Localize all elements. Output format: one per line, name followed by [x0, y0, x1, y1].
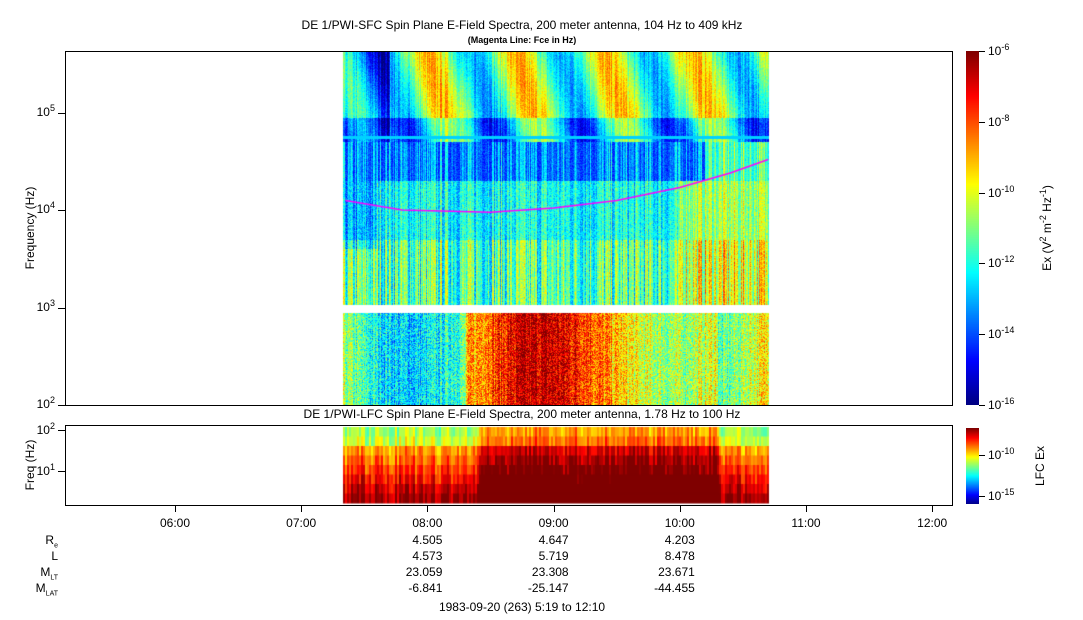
ephemeris-re-value: 4.505	[412, 533, 443, 547]
x-tick-label: 11:00	[791, 516, 821, 530]
colorbar-tick	[979, 51, 985, 52]
lfc-y-tick-label: 102	[36, 421, 55, 437]
mlat-sub: LAT	[45, 590, 58, 598]
sfc-plot-frame	[65, 51, 953, 406]
colorbar-tick-label: 10-12	[988, 254, 1015, 271]
colorbar-tick	[979, 405, 985, 406]
x-tick	[427, 506, 429, 512]
colorbar-tick	[979, 121, 985, 123]
y-tick	[58, 112, 65, 114]
y-tick	[58, 430, 65, 431]
colorbar-tick-label: 10-8	[988, 112, 1010, 129]
mlt-sub: LT	[50, 574, 58, 582]
x-tick	[553, 506, 555, 512]
y-tick	[58, 471, 65, 472]
lfc-ylabel: Freq (Hz)	[23, 439, 37, 491]
mlt-label: M	[40, 565, 51, 579]
sfc-y-tick-label: 105	[36, 102, 55, 119]
sfc-y-tick-label: 104	[36, 200, 55, 216]
ephemeris-l-value: 5.719	[538, 549, 569, 563]
sfc-title: DE 1/PWI-SFC Spin Plane E-Field Spectra,…	[301, 18, 743, 32]
ephemeris-l-value: 8.478	[664, 549, 695, 563]
sfc-subtitle: (Magenta Line: Fce in Hz)	[467, 35, 577, 45]
lfc-colorbar	[966, 428, 979, 504]
lfc-colorbar-tick-label: 10-10	[988, 446, 1015, 462]
re-sub: e	[54, 542, 58, 550]
ephemeris-re-value: 4.203	[664, 533, 695, 547]
y-tick	[58, 405, 65, 406]
lfc-title: DE 1/PWI-LFC Spin Plane E-Field Spectra,…	[303, 407, 741, 421]
ephemeris-mlat-value: -44.455	[654, 581, 695, 595]
colorbar-tick	[979, 455, 985, 456]
ephemeris-re-value: 4.647	[538, 533, 569, 547]
colorbar-tick-label: 10-16	[988, 396, 1015, 412]
colorbar-tick	[979, 334, 985, 336]
ephem-label-mlt: MLT	[40, 565, 58, 581]
sfc-y-tick-label: 103	[36, 297, 55, 314]
ephemeris-mlat-value: -6.841	[408, 581, 443, 595]
sfc-colorbar	[966, 51, 979, 405]
ephem-label-mlat: MLAT	[36, 581, 58, 597]
sfc-colorbar-label: Ex (V2 m-2 Hz-1)	[1038, 185, 1054, 271]
sfc-y-tick-label: 102	[36, 395, 55, 411]
x-tick	[679, 506, 681, 512]
x-tick	[806, 506, 807, 512]
x-tick-label: 10:00	[664, 516, 695, 530]
x-tick	[175, 506, 176, 512]
ephemeris-l-value: 4.573	[412, 549, 443, 563]
y-tick	[58, 307, 65, 309]
mlat-label: M	[35, 581, 46, 595]
ephemeris-mlat-value: -25.147	[527, 581, 569, 595]
sfc-ylabel: Frequency (Hz)	[23, 186, 37, 270]
y-tick	[58, 210, 65, 211]
x-tick-label: 12:00	[917, 516, 948, 530]
ephemeris-mlt-value: 23.671	[658, 565, 695, 579]
lfc-plot-frame	[65, 425, 953, 506]
x-tick	[932, 506, 934, 512]
lfc-y-tick-label: 101	[36, 462, 55, 478]
re-label: R	[45, 533, 55, 547]
x-tick-label: 08:00	[412, 516, 443, 530]
footer-date-range: 1983-09-20 (263) 5:19 to 12:10	[438, 600, 606, 614]
colorbar-tick	[979, 192, 985, 194]
ephemeris-mlt-value: 23.308	[531, 565, 569, 579]
lfc-spectrogram	[65, 425, 952, 505]
colorbar-tick	[979, 263, 985, 265]
x-tick	[301, 506, 303, 512]
lfc-colorbar-label: LFC Ex	[1033, 445, 1047, 487]
sfc-spectrogram	[65, 51, 952, 405]
x-tick-label: 07:00	[286, 516, 317, 530]
x-tick-label: 09:00	[538, 516, 569, 530]
colorbar-tick-label: 10-10	[988, 183, 1015, 200]
ephem-label-re: Re	[45, 533, 58, 549]
ephem-label-l: L	[51, 549, 58, 563]
colorbar-tick-label: 10-6	[988, 42, 1010, 58]
colorbar-tick	[979, 496, 985, 497]
lfc-colorbar-tick-label: 10-15	[988, 487, 1015, 503]
x-tick-label: 06:00	[159, 516, 191, 530]
ephemeris-mlt-value: 23.059	[405, 565, 443, 579]
colorbar-tick-label: 10-14	[988, 325, 1015, 342]
